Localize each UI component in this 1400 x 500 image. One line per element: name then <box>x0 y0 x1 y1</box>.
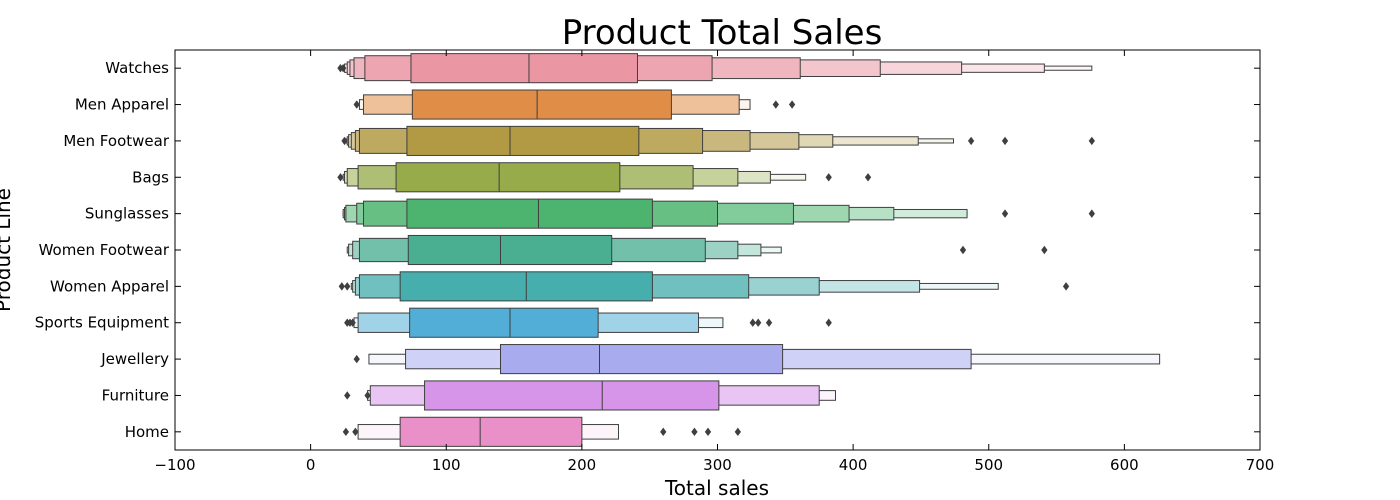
plot-marks <box>337 53 1161 447</box>
x-tick-label: 500 <box>974 456 1003 474</box>
boxen-box <box>411 89 672 120</box>
outlier-point <box>734 427 741 437</box>
boxen-box <box>410 53 638 84</box>
x-tick-label: −100 <box>154 456 195 474</box>
x-tick-label: 0 <box>306 456 316 474</box>
boxen-box <box>406 198 653 229</box>
outlier-point <box>1062 282 1070 291</box>
outlier-point <box>340 63 347 73</box>
outlier-point <box>344 282 351 291</box>
x-tick-label: 100 <box>432 456 461 474</box>
outlier-point <box>349 318 356 327</box>
outlier-point <box>337 173 344 182</box>
y-tick-label: Men Apparel <box>75 96 169 114</box>
outlier-point <box>772 100 779 109</box>
outlier-point <box>1088 136 1095 146</box>
outlier-point <box>342 427 350 437</box>
outlier-point <box>691 427 698 437</box>
outlier-point <box>338 282 345 291</box>
outlier-point <box>704 427 712 437</box>
outlier-point <box>1001 209 1009 218</box>
outlier-point <box>967 136 975 146</box>
chart-title: Product Total Sales <box>562 13 883 53</box>
y-tick-label: Women Footwear <box>39 241 170 259</box>
outlier-point <box>755 318 762 327</box>
y-tick-label: Jewellery <box>100 350 169 368</box>
outlier-point <box>364 391 371 400</box>
outlier-point <box>1001 136 1009 146</box>
outlier-point <box>353 100 360 109</box>
y-tick-label: Men Footwear <box>63 132 169 150</box>
boxen-box <box>399 416 583 447</box>
outlier-point <box>344 391 351 400</box>
y-tick-label: Furniture <box>102 386 169 404</box>
boxen-box <box>395 162 621 193</box>
outlier-point <box>749 318 756 327</box>
y-tick-label: Bags <box>132 168 169 186</box>
outlier-point <box>825 318 832 327</box>
x-tick-label: 400 <box>839 456 868 474</box>
y-tick-label: Home <box>125 423 169 441</box>
outlier-point <box>660 427 667 437</box>
boxen-box <box>409 307 599 338</box>
x-tick-label: 300 <box>703 456 732 474</box>
outlier-point <box>1041 245 1048 255</box>
boxen-box <box>500 344 784 375</box>
y-tick-label: Watches <box>105 59 169 77</box>
outlier-point <box>959 245 967 255</box>
outlier-point <box>353 354 360 364</box>
boxen-box <box>407 234 613 266</box>
y-axis-label: Product Line <box>0 188 15 312</box>
y-tick-label: Sports Equipment <box>35 314 169 332</box>
x-axis-label: Total sales <box>664 476 769 500</box>
boxen-box <box>406 125 640 156</box>
x-tick-label: 200 <box>568 456 597 474</box>
outlier-point <box>788 100 796 109</box>
x-tick-label: 600 <box>1110 456 1139 474</box>
y-tick-label: Sunglasses <box>85 205 169 223</box>
outlier-point <box>1088 209 1095 218</box>
outlier-point <box>352 427 359 437</box>
x-tick-label: 700 <box>1246 456 1275 474</box>
outlier-point <box>864 173 872 182</box>
outlier-point <box>765 318 773 327</box>
y-axis-ticks: Watches Men Apparel Men Footwear Bags Sungla… <box>35 59 1260 441</box>
outlier-point <box>825 173 832 182</box>
outlier-point <box>341 136 348 146</box>
y-tick-label: Women Apparel <box>50 277 169 295</box>
x-axis-ticks: −100 0 100 200 300 400 500 600 700 <box>154 50 1274 474</box>
boxen-box <box>424 380 720 411</box>
